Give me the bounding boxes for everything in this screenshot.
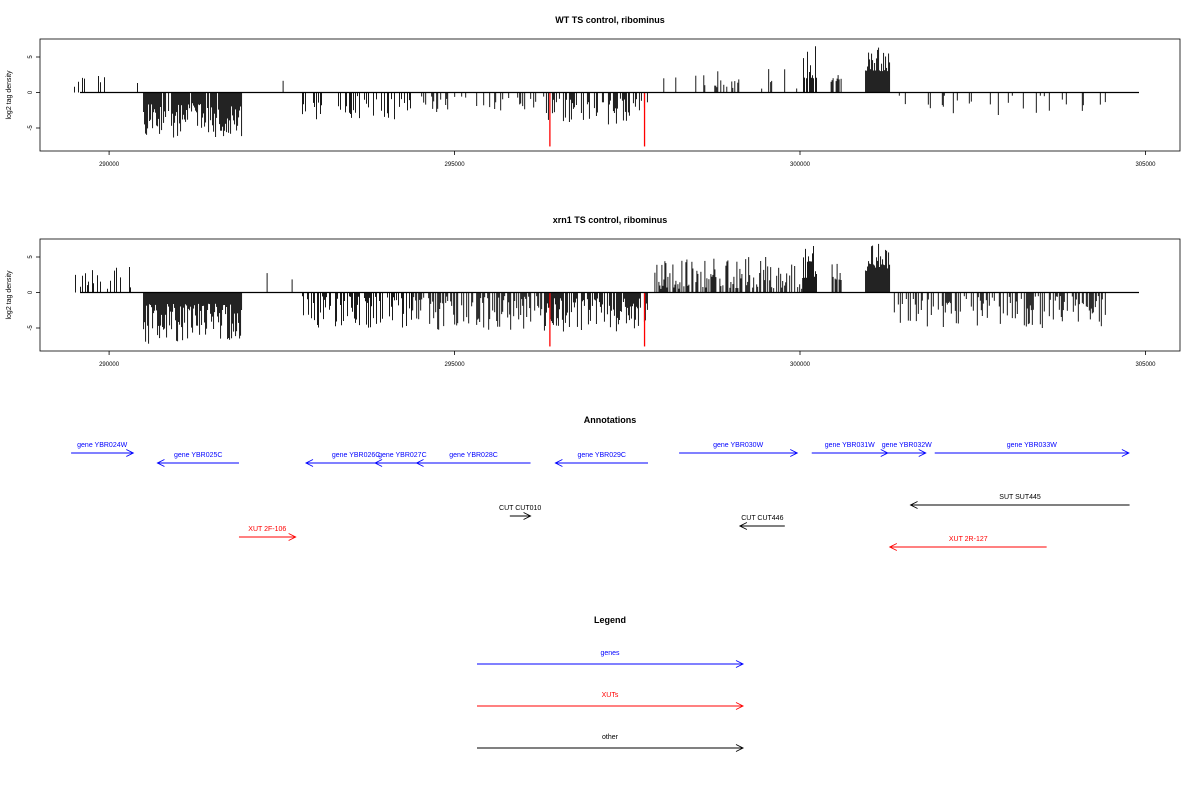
xrn1-y-axis: 5 0 -5 [28,255,40,331]
xrn1-y-axis-label: log2 tag density [6,270,13,320]
legend-label: other [602,734,619,741]
annotation-feature: CUT CUT446 [738,515,785,530]
xrn1-highlight-bars [549,292,646,347]
legend-label: XUTs [602,692,619,699]
annotation-label: gene YBR025C [174,452,223,459]
annotation-feature: gene YBR025C [156,452,239,467]
annotation-label: SUT SUT445 [999,494,1041,501]
annotation-feature: gene YBR033W [934,442,1130,457]
annotation-label: XUT 2R-127 [949,536,988,543]
annotation-label: gene YBR026C [332,452,381,459]
annotation-arrowhead [554,459,563,467]
annotation-arrowhead [909,501,918,509]
wt-track-panel: WT TS control, ribominus log2 tag densit… [6,15,1181,168]
y-tick-label: 5 [28,55,34,59]
annotation-arrowhead [918,449,927,457]
annotation-label: gene YBR031W [825,442,875,449]
legend-items: genes XUTs other [477,650,745,752]
legend-arrowhead [735,744,745,752]
annotation-feature: gene YBR027C [374,452,430,467]
wt-bars [74,46,1106,138]
annotation-label: gene YBR029C [577,452,626,459]
wt-y-axis-label: log2 tag density [6,70,13,120]
annotation-arrowhead [523,512,532,520]
annotation-arrowhead [374,459,383,467]
annotation-arrowhead [1121,449,1130,457]
annotation-label: CUT CUT446 [741,515,783,522]
xrn1-plot-frame [39,238,1181,352]
annotation-feature: CUT CUT010 [499,505,541,520]
annotation-feature: gene YBR032W [882,442,932,457]
x-tick-label: 305000 [1135,362,1156,368]
y-tick-label: -5 [28,325,34,331]
legend-arrowhead [735,660,745,668]
xrn1-track-panel: xrn1 TS control, ribominus log2 tag dens… [6,215,1181,368]
xrn1-x-axis: 290000 295000 300000 305000 [99,351,1156,368]
wt-plot-frame [39,38,1181,152]
x-tick-label: 290000 [99,162,120,168]
wt-x-axis: 290000 295000 300000 305000 [99,151,1156,168]
annotation-feature: gene YBR028C [415,452,531,467]
xrn1-bars [75,243,1106,344]
y-tick-label: 5 [28,255,34,259]
annotation-arrowhead [304,459,314,467]
annotation-feature: XUT 2R-127 [888,536,1047,551]
x-tick-label: 305000 [1135,162,1156,168]
wt-track-title: WT TS control, ribominus [555,15,665,25]
x-tick-label: 290000 [99,362,120,368]
annotation-label: gene YBR032W [882,442,932,449]
y-tick-label: -5 [28,125,34,131]
annotation-label: gene YBR024W [77,442,127,449]
legend-label: genes [600,650,620,657]
annotation-feature: SUT SUT445 [909,494,1130,509]
annotation-label: gene YBR030W [713,442,763,449]
legend-panel: Legend genes XUTs other [477,615,745,752]
annotation-arrowhead [156,459,165,467]
annotation-feature: gene YBR029C [554,452,648,467]
wt-y-axis: 5 0 -5 [28,55,40,131]
annotation-label: gene YBR028C [449,452,498,459]
annotation-arrowhead [738,522,748,530]
annotation-arrowhead [790,449,799,457]
annotation-label: gene YBR033W [1007,442,1057,449]
annotation-arrowhead [888,543,898,551]
annotation-label: gene YBR027C [378,452,427,459]
annotations-panel: Annotations gene YBR024W gene YBR025C gene… [71,415,1130,551]
x-tick-label: 300000 [790,362,811,368]
legend-item: XUTs [477,692,745,710]
y-tick-label: 0 [28,290,34,294]
annotations-title: Annotations [584,415,637,425]
annotation-arrowhead [415,459,424,467]
y-tick-label: 0 [28,90,34,94]
xrn1-track-title: xrn1 TS control, ribominus [553,215,668,225]
x-tick-label: 300000 [790,162,811,168]
wt-highlight-bars [549,92,646,147]
annotation-arrowhead [288,533,297,541]
annotation-feature: gene YBR024W [71,442,135,457]
annotation-feature: XUT 2F-106 [238,526,297,541]
x-tick-label: 295000 [445,162,466,168]
legend-arrowhead [735,702,745,710]
legend-item: genes [477,650,745,668]
annotation-arrowhead [126,449,135,457]
annotation-feature: gene YBR030W [679,442,799,457]
annotation-label: CUT CUT010 [499,505,541,512]
annotation-label: XUT 2F-106 [248,526,286,533]
x-tick-label: 295000 [445,362,466,368]
annotation-feature: gene YBR031W [811,442,889,457]
legend-item: other [477,734,745,752]
legend-title: Legend [594,615,626,625]
